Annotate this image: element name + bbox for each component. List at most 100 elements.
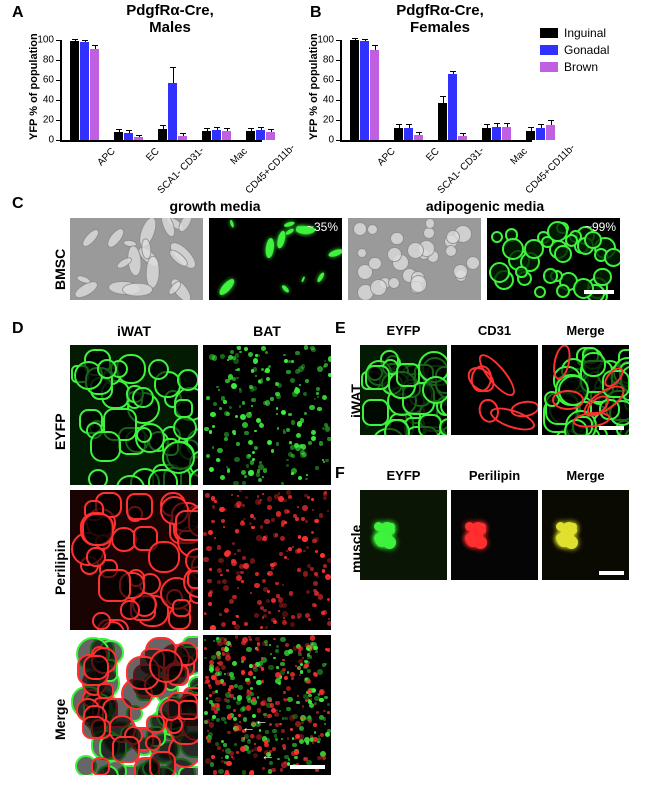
bar: [90, 49, 99, 140]
bar: [266, 132, 275, 140]
panel-d-image: [70, 490, 198, 630]
chart-a: 020406080100APCECSCA1- CD31-MacCD45+CD11…: [60, 40, 262, 142]
bar: [526, 131, 535, 140]
bar: [212, 130, 221, 140]
bar: [70, 41, 79, 140]
x-tick-label: Mac: [200, 146, 250, 196]
legend-swatch: [540, 45, 558, 55]
panel-d-image: ←←←: [203, 635, 331, 775]
panel-c-image: [70, 218, 203, 300]
legend-label: Inguinal: [564, 26, 606, 40]
bar: [360, 41, 369, 140]
panel-label-b: B: [310, 4, 322, 22]
panel-d-row-label: Merge: [52, 699, 68, 740]
chart-b-title: PdgfRα-Cre, Females: [350, 2, 530, 36]
bar: [80, 42, 89, 140]
overlay-percent: ~35%: [307, 220, 338, 234]
scale-bar: [599, 571, 624, 575]
panel-label-f: F: [335, 465, 345, 483]
bar: [114, 132, 123, 140]
bar: [350, 40, 359, 140]
bar: [536, 128, 545, 140]
bar: [256, 130, 265, 140]
bar: [448, 74, 457, 140]
panel-d-image: [203, 345, 331, 485]
bar: [178, 136, 187, 140]
bar: [546, 125, 555, 140]
panel-label-e: E: [335, 320, 346, 338]
bar: [168, 83, 177, 140]
panel-c-col1: growth media: [90, 198, 340, 214]
panel-f-image: [360, 490, 447, 580]
x-tick-label: EC: [112, 146, 162, 196]
panel-f-col-label: Perilipin: [451, 468, 538, 483]
panel-f-col-label: Merge: [542, 468, 629, 483]
panel-e-image: [360, 345, 447, 435]
bar: [134, 137, 143, 140]
bar: [158, 129, 167, 140]
legend-item: Brown: [540, 60, 609, 74]
panel-f-image: [451, 490, 538, 580]
bar: [370, 50, 379, 140]
bar: [414, 135, 423, 140]
panel-f-col-label: EYFP: [360, 468, 447, 483]
panel-e-image: [542, 345, 629, 435]
panel-e-col-label: EYFP: [360, 323, 447, 338]
scale-bar: [584, 290, 614, 294]
panel-e-col-label: CD31: [451, 323, 538, 338]
panel-c-row: BMSC: [52, 249, 68, 290]
x-tick-label: EC: [392, 146, 442, 196]
legend-swatch: [540, 62, 558, 72]
panel-d-col-label: BAT: [203, 323, 331, 339]
overlay-percent: ~99%: [585, 220, 616, 234]
bar: [222, 131, 231, 140]
chart-a-title: PdgfRα-Cre, Males: [80, 2, 260, 36]
chart-b: 020406080100APCECSCA1- CD31-MacCD45+CD11…: [340, 40, 532, 142]
x-tick-label: SCA1- CD31-: [436, 146, 486, 196]
chart-b-ylabel: YFP % of population: [308, 33, 320, 140]
arrow-icon: ←: [254, 712, 268, 728]
x-tick-label: CD45+CD11b-: [244, 146, 294, 196]
scale-bar: [599, 426, 624, 430]
legend-swatch: [540, 28, 558, 38]
chart-a-ylabel: YFP % of population: [28, 33, 40, 140]
scale-bar: [290, 765, 325, 769]
legend: Inguinal Gonadal Brown: [540, 26, 609, 77]
bar: [458, 136, 467, 140]
x-tick-label: APC: [68, 146, 118, 196]
panel-f-image: [542, 490, 629, 580]
bar: [438, 103, 447, 140]
legend-label: Gonadal: [564, 43, 609, 57]
bar: [246, 131, 255, 140]
x-tick-label: APC: [348, 146, 398, 196]
panel-c-col2: adipogenic media: [360, 198, 610, 214]
bar: [404, 128, 413, 140]
bar: [124, 133, 133, 140]
arrow-icon: ←: [261, 747, 275, 763]
x-tick-label: Mac: [480, 146, 530, 196]
panel-label-a: A: [12, 4, 24, 22]
bar: [482, 128, 491, 140]
panel-d-row-label: EYFP: [52, 413, 68, 450]
panel-label-c: C: [12, 195, 24, 213]
panel-c-image: ~99%: [487, 218, 620, 300]
panel-d-row-label: Perilipin: [52, 540, 68, 595]
panel-e-col-label: Merge: [542, 323, 629, 338]
panel-d-image: [203, 490, 331, 630]
panel-c-image: [348, 218, 481, 300]
panel-d-image: [70, 345, 198, 485]
legend-item: Inguinal: [540, 26, 609, 40]
panel-d-col-label: iWAT: [70, 323, 198, 339]
bar: [502, 127, 511, 140]
panel-d-image: [70, 635, 198, 775]
legend-label: Brown: [564, 60, 598, 74]
legend-item: Gonadal: [540, 43, 609, 57]
bar: [202, 131, 211, 140]
bar: [492, 127, 501, 140]
panel-label-d: D: [12, 320, 24, 338]
x-tick-label: CD45+CD11b-: [524, 146, 574, 196]
bar: [394, 128, 403, 140]
x-tick-label: SCA1- CD31-: [156, 146, 206, 196]
panel-e-image: [451, 345, 538, 435]
panel-c-image: ~35%: [209, 218, 342, 300]
